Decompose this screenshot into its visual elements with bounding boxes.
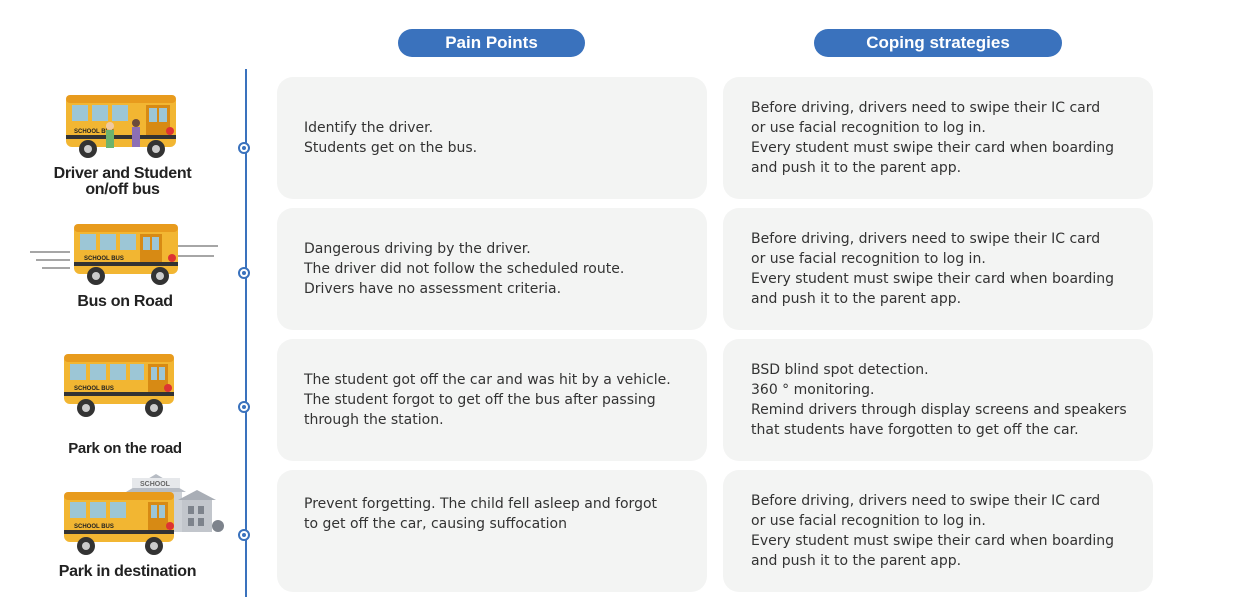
timeline-dot-1 [238,142,250,154]
school-bus-on-road-icon: SCHOOL BUS [30,224,218,285]
timeline-dot-4 [238,529,250,541]
svg-text:SCHOOL: SCHOOL [140,481,171,488]
svg-text:SCHOOL BUS: SCHOOL BUS [84,256,124,262]
parked-school-bus-icon: SCHOOL BUS [64,354,174,417]
school-bus-at-school-icon: SCHOOL SCHOOL BUS [64,474,224,555]
row-label-driver-student: Driver and Student on/off bus [53,165,192,198]
strategy-card-1: Before driving, drivers need to swipe th… [723,77,1153,199]
strategy-card-2: Before driving, drivers need to swipe th… [723,208,1153,330]
pain-points-header: Pain Points [398,29,585,57]
timeline-dot-2 [238,267,250,279]
pain-card-2: Dangerous driving by the driver. The dri… [277,208,707,330]
row-label-park-on-road: Park on the road [68,440,182,457]
svg-text:SCHOOL BUS: SCHOOL BUS [74,129,114,135]
school-bus-driver-student-icon: SCHOOL BUS [66,95,176,158]
timeline-line [245,69,247,597]
strategy-card-3: BSD blind spot detection. 360 ° monitori… [723,339,1153,461]
row-label-park-in-destination: Park in destination [58,563,197,580]
strategy-card-4: Before driving, drivers need to swipe th… [723,470,1153,592]
coping-strategies-header: Coping strategies [814,29,1062,57]
pain-card-4: Prevent forgetting. The child fell aslee… [277,470,707,592]
svg-text:SCHOOL BUS: SCHOOL BUS [74,386,114,392]
row-label-bus-on-road: Bus on Road [77,293,173,310]
pain-card-3: The student got off the car and was hit … [277,339,707,461]
pain-card-1: Identify the driver. Students get on the… [277,77,707,199]
svg-text:SCHOOL BUS: SCHOOL BUS [74,524,114,530]
timeline-dot-3 [238,401,250,413]
